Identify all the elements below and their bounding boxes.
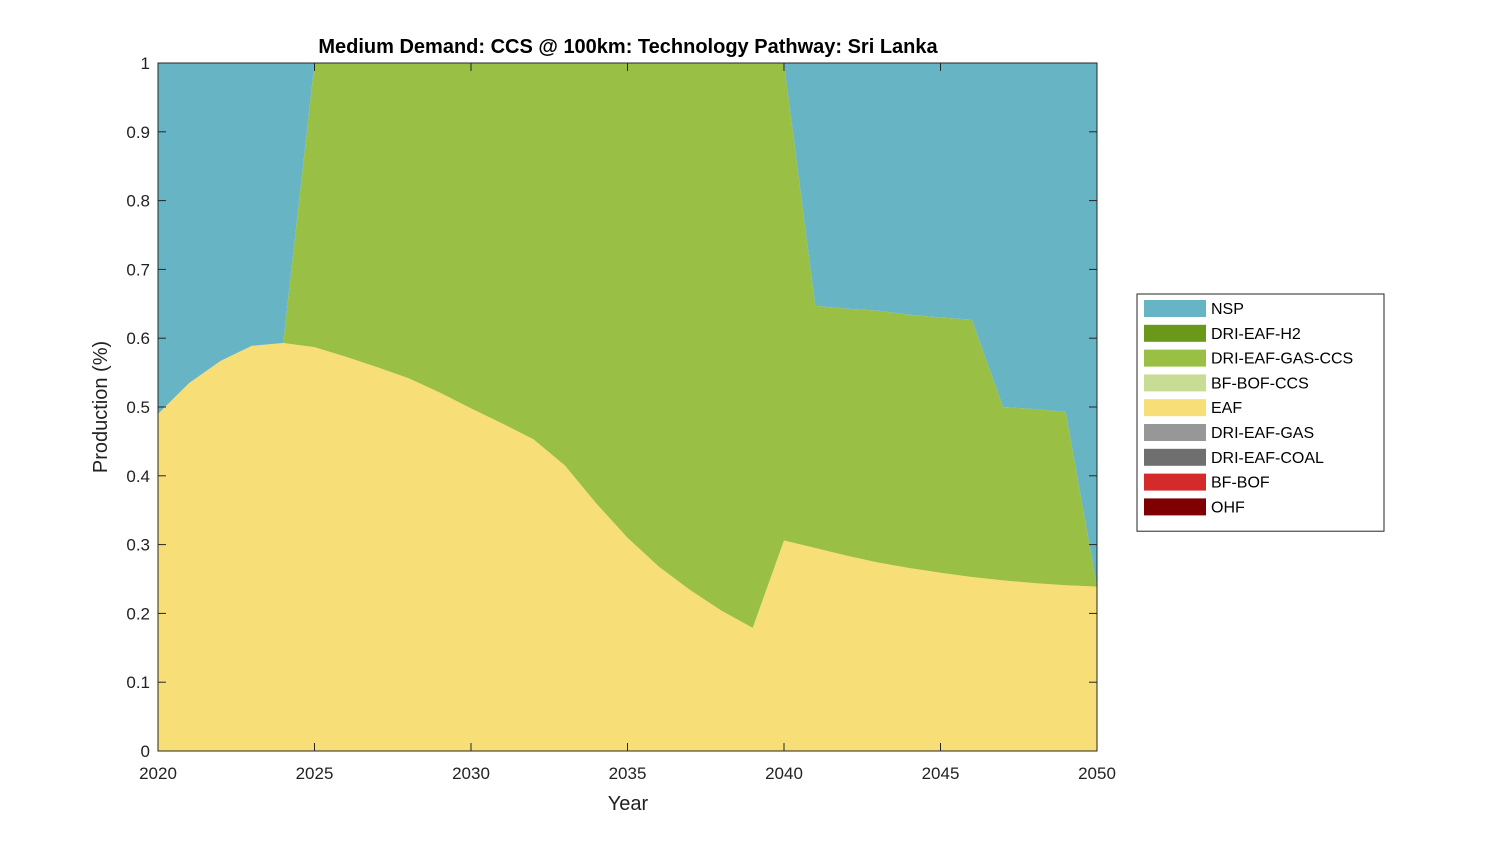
y-tick-label: 0.3	[126, 536, 150, 555]
legend-label-dri-eaf-coal: DRI-EAF-COAL	[1211, 450, 1324, 467]
legend-label-bf-bof: BF-BOF	[1211, 475, 1270, 492]
legend-label-ohf: OHF	[1211, 499, 1245, 516]
area-dri-eaf-gas-ccs	[158, 63, 1097, 628]
y-tick-label: 0	[141, 742, 150, 761]
legend-swatch-eaf	[1144, 399, 1206, 417]
y-tick-label: 0.9	[126, 123, 150, 142]
y-tick-label: 0.4	[126, 467, 150, 486]
legend-swatch-ohf	[1144, 498, 1206, 516]
y-tick-label: 0.2	[126, 604, 150, 623]
area-eaf	[158, 343, 1097, 751]
y-axis: 0 0.1 0.2 0.3 0.4 0.5 0.6 0.7 0.8 0.9 1	[126, 54, 1097, 761]
legend-swatch-nsp	[1144, 300, 1206, 317]
legend-label-dri-eaf-gas: DRI-EAF-GAS	[1211, 425, 1314, 442]
x-tick-label: 2040	[765, 764, 803, 783]
plot-area	[157, 62, 1098, 752]
chart-title: Medium Demand: CCS @ 100km: Technology P…	[318, 36, 938, 58]
legend: NSP DRI-EAF-H2 DRI-EAF-GAS-CCS BF-BOF-CCS EA…	[1136, 293, 1385, 532]
legend-swatch-bf-bof-ccs	[1144, 374, 1206, 392]
legend-label-dri-eaf-h2: DRI-EAF-H2	[1211, 326, 1301, 343]
legend-label-bf-bof-ccs: BF-BOF-CCS	[1211, 375, 1309, 392]
x-axis: 2020 2025 2030 2035 2040 2045 2050	[139, 63, 1116, 783]
y-tick-label: 0.7	[126, 260, 150, 279]
y-tick-label: 0.1	[126, 673, 150, 692]
x-axis-label: Year	[608, 793, 649, 815]
legend-swatch-dri-eaf-gas	[1144, 424, 1206, 441]
legend-swatch-dri-eaf-gas-ccs	[1144, 349, 1206, 367]
area-nsp	[158, 63, 1097, 587]
y-tick-label: 0.5	[126, 398, 150, 417]
y-tick-label: 0.8	[126, 192, 150, 211]
x-tick-label: 2050	[1078, 764, 1116, 783]
x-tick-label: 2045	[922, 764, 960, 783]
legend-swatch-dri-eaf-h2	[1144, 324, 1206, 342]
y-axis-label: Production (%)	[90, 341, 112, 473]
x-tick-label: 2020	[139, 764, 177, 783]
x-tick-label: 2025	[296, 764, 334, 783]
legend-label-nsp: NSP	[1211, 301, 1244, 318]
legend-label-eaf: EAF	[1211, 400, 1242, 417]
x-tick-label: 2030	[452, 764, 490, 783]
x-tick-label: 2035	[609, 764, 647, 783]
y-tick-label: 1	[141, 54, 150, 73]
legend-swatch-dri-eaf-coal	[1144, 448, 1206, 466]
legend-swatch-bf-bof	[1144, 473, 1206, 491]
y-tick-label: 0.6	[126, 329, 150, 348]
legend-label-dri-eaf-gas-ccs: DRI-EAF-GAS-CCS	[1211, 351, 1353, 368]
